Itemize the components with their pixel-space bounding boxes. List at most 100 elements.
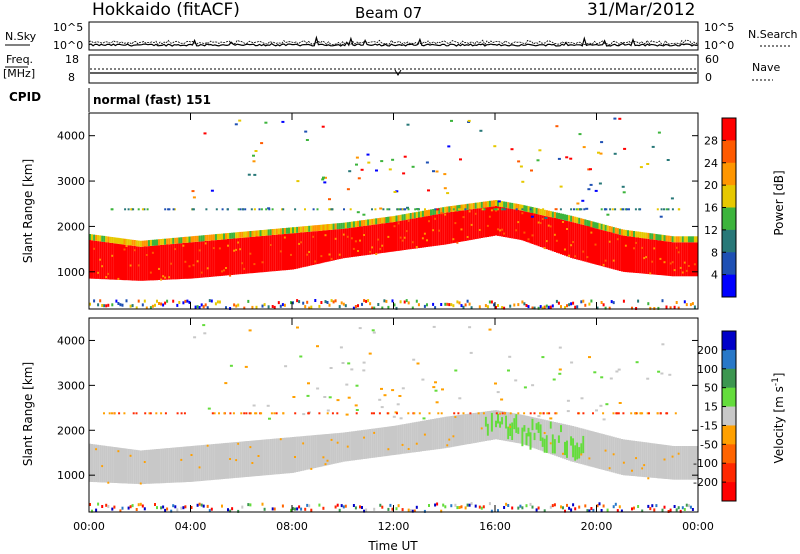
velocity-near-range-echo	[529, 502, 532, 506]
velocity-main-echo-column	[685, 446, 688, 480]
velocity-main-echo-column	[218, 443, 221, 480]
power-echo-fringe	[338, 223, 341, 230]
power-upper-echo	[479, 129, 483, 132]
power-near-range-echo	[93, 299, 96, 303]
power-echo-speckle	[241, 262, 244, 265]
velocity-main-echo-column	[399, 424, 402, 455]
power-near-range-echo	[263, 303, 266, 307]
power-main-echo-column	[683, 242, 686, 277]
velocity-speckle	[401, 443, 404, 446]
velocity-range-row-echo	[378, 412, 381, 415]
velocity-speckle	[543, 432, 546, 434]
power-echo-fringe	[326, 224, 329, 231]
power-echo-fringe	[669, 235, 672, 242]
velocity-near-range-echo	[468, 503, 471, 507]
velocity-speckle	[346, 445, 349, 448]
power-upper-echo	[356, 211, 360, 214]
velocity-colorbar-label: Velocity [m s-1]	[771, 373, 786, 464]
velocity-upper-echo	[355, 384, 359, 387]
power-echo-fringe	[580, 218, 583, 225]
velocity-upper-echo	[600, 376, 604, 379]
power-upper-echo	[450, 119, 453, 122]
velocity-near-range-echo	[156, 506, 158, 510]
power-echo-fringe	[557, 212, 560, 219]
velocity-near-range-echo	[162, 505, 165, 509]
power-upper-echo	[203, 132, 207, 135]
power-near-range-echo	[143, 299, 146, 303]
power-range-row-echo	[501, 208, 503, 211]
power-echo-fringe	[97, 235, 100, 242]
power-echo-fringe	[160, 239, 163, 245]
power-range-row-echo	[371, 208, 373, 211]
power-main-echo-column	[693, 242, 696, 277]
velocity-green-echo	[551, 434, 554, 454]
velocity-near-range-echo	[511, 506, 514, 510]
power-main-echo-column	[665, 241, 668, 276]
power-range-row-echo	[239, 208, 242, 211]
power-upper-echo	[403, 155, 407, 158]
velocity-main-echo-column	[117, 447, 120, 484]
power-main-echo-column	[446, 212, 449, 245]
velocity-main-echo-column	[283, 437, 286, 474]
velocity-near-range-echo	[442, 503, 445, 507]
velocity-main-echo-column	[373, 428, 376, 458]
power-main-echo-column	[592, 227, 595, 264]
power-near-range-echo	[448, 303, 451, 307]
power-main-echo-column	[350, 227, 353, 258]
power-main-echo-column	[115, 243, 118, 280]
velocity-main-echo-column	[265, 439, 268, 476]
power-range-row-echo	[403, 208, 406, 211]
velocity-main-echo-column	[379, 427, 382, 457]
velocity-upper-echo	[380, 406, 384, 409]
power-near-range-echo	[267, 305, 270, 309]
velocity-near-range-echo	[180, 506, 183, 510]
power-echo-fringe	[685, 236, 688, 243]
power-echo-speckle	[653, 247, 656, 250]
power-echo-fringe	[131, 239, 134, 246]
velocity-near-range-echo	[474, 504, 477, 508]
power-near-range-echo	[363, 299, 366, 303]
power-main-echo-column	[109, 242, 112, 280]
power-upper-echo	[406, 206, 409, 209]
velocity-speckle	[423, 433, 426, 436]
velocity-near-range-echo	[535, 508, 538, 512]
power-main-echo-column	[600, 229, 603, 267]
velocity-range-row-echo	[639, 412, 642, 415]
power-echo-fringe	[225, 233, 228, 240]
power-echo-fringe	[564, 214, 567, 221]
power-echo-fringe	[135, 240, 138, 247]
power-main-echo-column	[277, 234, 280, 271]
power-echo-fringe	[113, 237, 116, 244]
power-echo-speckle	[93, 247, 96, 250]
velocity-main-echo-column	[154, 449, 157, 484]
velocity-speckle	[302, 442, 305, 445]
power-main-echo-column	[677, 242, 680, 277]
velocity-main-echo-column	[206, 444, 209, 481]
power-main-echo-column	[395, 221, 398, 252]
velocity-upper-echo	[371, 329, 375, 332]
power-near-range-echo	[600, 301, 603, 304]
velocity-ytick-label-0: 4000	[57, 334, 85, 347]
power-echo-fringe	[488, 200, 491, 207]
power-range-row-echo	[282, 208, 285, 211]
velocity-main-echo-column	[377, 427, 380, 458]
power-echo-fringe	[231, 232, 234, 239]
power-near-range-echo	[521, 300, 524, 304]
velocity-speckle	[257, 455, 260, 457]
velocity-main-echo-column	[472, 413, 475, 444]
power-main-echo-column	[334, 229, 337, 260]
velocity-main-echo-column	[330, 433, 333, 465]
velocity-near-range-echo	[490, 509, 493, 513]
velocity-near-range-echo	[237, 509, 240, 513]
velocity-main-echo-column	[247, 441, 250, 477]
power-main-echo-column	[141, 246, 144, 281]
velocity-upper-echo	[661, 343, 665, 346]
power-echo-fringe	[292, 227, 295, 234]
velocity-range-row-echo	[307, 412, 310, 415]
power-near-range-echo	[677, 306, 680, 310]
velocity-main-echo-column	[133, 449, 136, 484]
power-echo-fringe	[549, 211, 552, 218]
power-main-echo-column	[631, 236, 634, 273]
power-echo-fringe	[600, 223, 603, 230]
